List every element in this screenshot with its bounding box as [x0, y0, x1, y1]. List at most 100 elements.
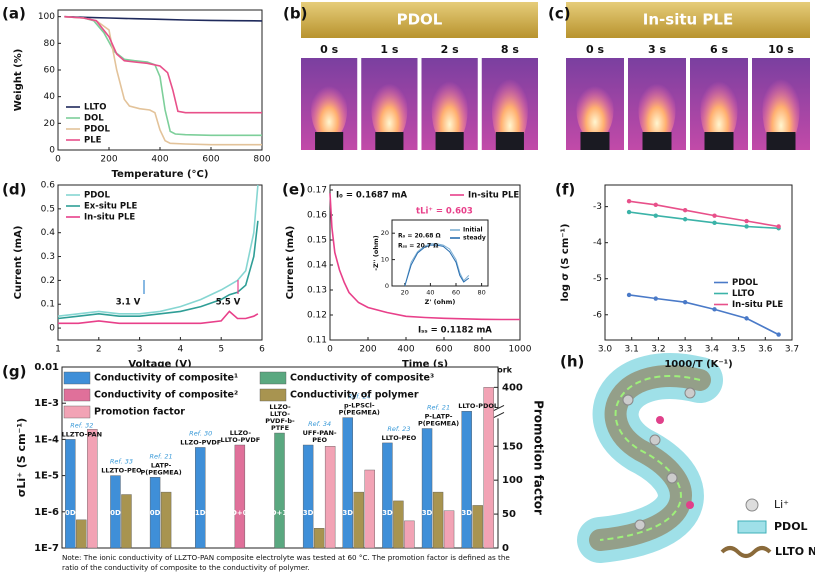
x-tick-label: 200 [100, 155, 117, 165]
dim-label: 1D+0D [226, 509, 253, 517]
y-tick-label: 0 [385, 282, 389, 290]
category-label-line: UFF-PAN- [303, 429, 337, 437]
legend-label: Conductivity of polymer [290, 390, 419, 401]
y-tick-label: 0.1 [41, 300, 55, 310]
dim-label: 3D [461, 509, 472, 517]
annotation: Iₛₛ = 0.1182 mA [418, 326, 492, 336]
legend-swatch [259, 388, 287, 402]
legend-label: Ex-situ PLE [84, 202, 138, 212]
photo-time: 10 s [768, 43, 794, 56]
category-label: LLTO-PDOL [458, 402, 498, 410]
marker [744, 218, 749, 224]
x-tick-label: 800 [473, 345, 490, 355]
marker [653, 296, 658, 301]
y-tick-label: -4 [593, 238, 602, 248]
marker [653, 213, 658, 218]
x-tick-label: 400 [151, 155, 168, 165]
category-label-line: LLTO-PDOL [458, 402, 498, 410]
flame [491, 71, 528, 149]
x-tick-label: 600 [202, 155, 219, 165]
y2-tick-label: 100 [502, 475, 523, 486]
bar [432, 491, 444, 549]
x-axis-label: Z' (ohm) [425, 298, 456, 306]
bar [87, 429, 98, 549]
category-label-line: P(PEGMEA) [339, 409, 380, 417]
category-label-line: LATP- [151, 461, 172, 469]
y-tick-label: 80 [44, 39, 56, 49]
y-tick-label: 1E-7 [34, 543, 59, 554]
bar [472, 505, 483, 549]
y-tick-label: 1E-3 [34, 398, 59, 409]
y-axis-label: Weight (%) [13, 49, 24, 112]
category-label-line: P(PEGMEA) [140, 468, 181, 476]
category-label-line: p-LPSCl- [344, 402, 375, 410]
flame [431, 74, 468, 146]
category-label-line: LLZTO-PAN [62, 430, 102, 438]
bar [353, 491, 364, 549]
category-label-line: LLTO- [270, 410, 290, 418]
y-tick-label: 0.16 [307, 211, 327, 221]
bar [195, 447, 206, 549]
y-tick-label: 0.5 [41, 204, 55, 214]
photo-header [301, 2, 538, 38]
ref-label: Ref. 30 [189, 429, 212, 437]
panel-label: (d) [2, 181, 26, 199]
dim-label: 3D [422, 509, 433, 517]
photo-time: 3 s [648, 43, 666, 56]
series-line [628, 200, 779, 228]
x-tick-label: 0 [55, 155, 61, 165]
y-tick-label: 20 [381, 229, 389, 237]
legend-pdol [737, 520, 767, 534]
y-tick-label: 0.17 [307, 186, 327, 196]
y-tick-label: 100 [38, 12, 55, 22]
panel-label: (a) [2, 5, 26, 23]
legend-label: steady [463, 235, 486, 242]
marker [682, 208, 688, 213]
legend-text: PDOL [774, 520, 808, 533]
legend-label: DOL [84, 114, 104, 124]
legend-label: PDOL [732, 278, 759, 288]
legend-label: Conductivity of composite¹ [94, 373, 238, 384]
x-tick-label: 800 [253, 155, 270, 165]
y-tick-label: 0.01 [34, 362, 59, 373]
category-label-line: LLZTO-PEO [101, 467, 142, 475]
bar [382, 442, 393, 549]
dim-label: 0D [110, 509, 121, 517]
category-label: LLZO-PVDF [180, 438, 221, 446]
legend-label: PDOL [84, 125, 111, 135]
burner [704, 132, 734, 150]
bar [461, 411, 472, 549]
legend-li [745, 498, 759, 512]
x-tick-label: 20 [401, 289, 409, 297]
y2-tick-label: 0 [502, 543, 509, 554]
axis-break [494, 408, 502, 419]
marker [682, 299, 688, 305]
category-label-line: LLZO- [269, 403, 291, 411]
panel-label: (h) [560, 353, 584, 371]
burner [315, 132, 344, 150]
marker [626, 199, 632, 204]
bar [364, 469, 375, 549]
ref-label: Ref. 33 [110, 458, 133, 466]
series-line [329, 193, 520, 321]
ref-label: Ref. 21 [150, 452, 173, 460]
marker [712, 220, 717, 226]
dim-label: 0D [150, 509, 161, 517]
x-axis-label: Voltage (V) [128, 359, 191, 370]
li-ion [622, 394, 634, 406]
marker [744, 224, 749, 229]
series-line [404, 243, 470, 287]
bar [76, 519, 87, 549]
category-label: LLZTO-PEO [101, 467, 142, 475]
y-axis-label: -Z'' (ohm) [372, 235, 380, 270]
photo-title: PDOL [397, 11, 443, 29]
y-tick-label: 1E-4 [34, 434, 59, 445]
legend-swatch [63, 405, 91, 419]
burner [435, 132, 464, 150]
x-tick-label: 3 [137, 345, 143, 355]
marker [776, 332, 781, 337]
x-tick-label: 40 [426, 289, 434, 297]
x-tick-label: 3.3 [678, 345, 692, 355]
